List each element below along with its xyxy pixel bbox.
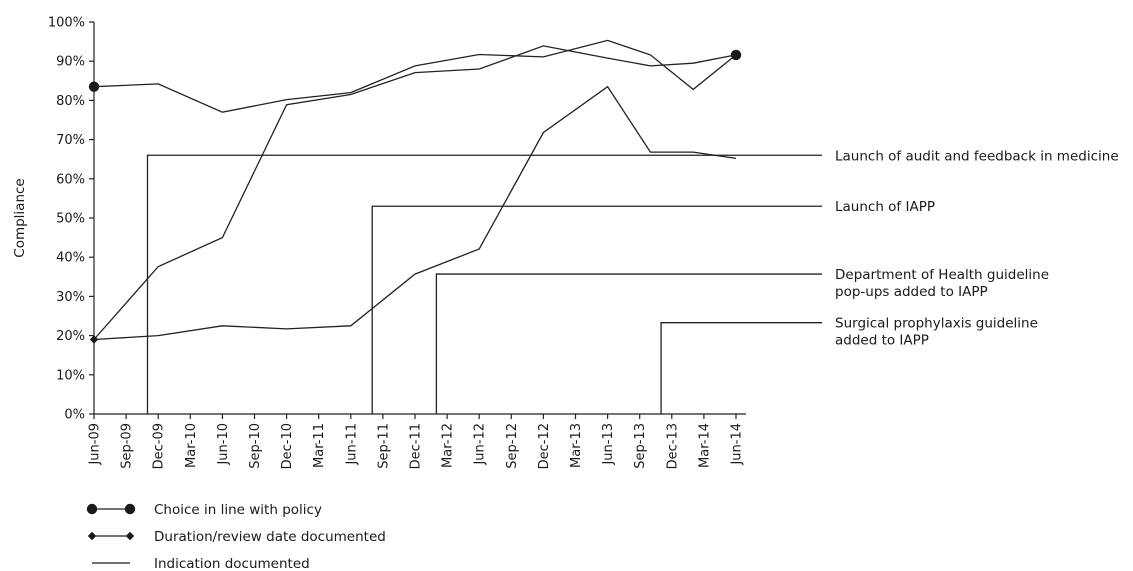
series-1 [88,39,742,113]
x-tick-label: Jun-10 [216,423,231,466]
x-tick-label: Jun-14 [730,423,745,466]
x-tick-label: Dec-12 [537,423,552,469]
legend-label: Indication documented [154,556,310,571]
annotations: Launch of audit and feedback in medicine… [146,148,1119,414]
data-point-diamond [87,531,97,541]
y-tick-label: 40% [56,251,85,266]
x-tick-label: Dec-13 [665,423,680,469]
y-tick-label: 30% [56,290,85,305]
x-tick-label: Jun-11 [344,423,359,466]
y-tick-label: 60% [56,172,85,187]
x-tick-label: Sep-11 [376,423,391,469]
y-tick-label: 20% [56,329,85,344]
annotation-label-line: added to IAPP [835,333,929,349]
x-tick-label: Mar-13 [569,423,584,468]
annotation-label: Launch of IAPP [835,199,935,215]
data-point-diamond [731,50,741,60]
y-tick-label: 70% [56,133,85,148]
y-tick-label: 80% [56,94,85,109]
y-tick-label: 50% [56,212,85,227]
x-tick-label: Sep-13 [633,423,648,469]
series-line [93,85,737,341]
annotation-label: Launch of audit and feedback in medicine [835,148,1119,164]
x-tick-label: Mar-12 [441,423,456,468]
annotation-label: Department of Health guideline pop-ups ad… [835,267,1049,300]
legend: Choice in line with policy Duration/revie… [86,502,386,571]
x-tick-label: Dec-09 [152,423,167,469]
annotation-label-line: Surgical prophylaxis guideline [835,316,1038,332]
annotation-line [435,273,822,414]
y-tick-label: 10% [56,368,85,383]
x-tick-label: Jun-09 [88,423,103,466]
data-point-diamond [125,531,135,541]
annotation-label-line: Launch of audit and feedback in medicine [835,148,1119,164]
annotation-line [660,322,822,414]
x-tick-label: Mar-11 [312,423,327,468]
series-line [93,45,737,340]
axes: 0% 10% 20% 30% 40% 50% 60% 70% 80% 90% 100% Jun-09 S… [12,16,746,469]
y-tick-label: 90% [56,55,85,70]
annotation-line [146,154,822,414]
annotation-label-line: Department of Health guideline [835,267,1049,283]
legend-item: Indication documented [92,556,310,571]
x-tick-label: Sep-09 [120,423,135,469]
series-3 [93,85,737,341]
annotation-label-line: pop-ups added to IAPP [835,284,988,300]
x-tick-label: Mar-10 [184,423,199,468]
y-axis-title: Compliance [12,178,28,257]
series-group [88,39,742,344]
legend-label: Choice in line with policy [154,502,322,518]
x-tick-label: Mar-14 [697,423,712,468]
x-tick-label: Jun-13 [601,423,616,466]
annotation-line [371,205,822,414]
data-point-circle [86,503,98,515]
legend-item: Choice in line with policy [86,502,322,518]
y-tick-label: 100% [48,16,85,31]
annotation-label: Surgical prophylaxis guideline added to I… [835,316,1038,349]
annotation-label-line: Launch of IAPP [835,199,935,215]
series-line [93,39,737,113]
legend-item: Duration/review date documented [87,529,386,545]
x-tick-label: Sep-12 [505,423,520,469]
y-tick-label: 0% [64,408,85,423]
x-tick-label: Dec-11 [409,423,424,469]
data-point-circle [124,503,136,515]
data-point-diamond [89,335,99,344]
series-2 [89,45,741,344]
x-tick-label: Dec-10 [280,423,295,469]
legend-label: Duration/review date documented [154,529,386,545]
data-point-circle [88,81,100,92]
x-tick-label: Sep-10 [248,423,263,469]
x-tick-label: Jun-12 [473,423,488,466]
